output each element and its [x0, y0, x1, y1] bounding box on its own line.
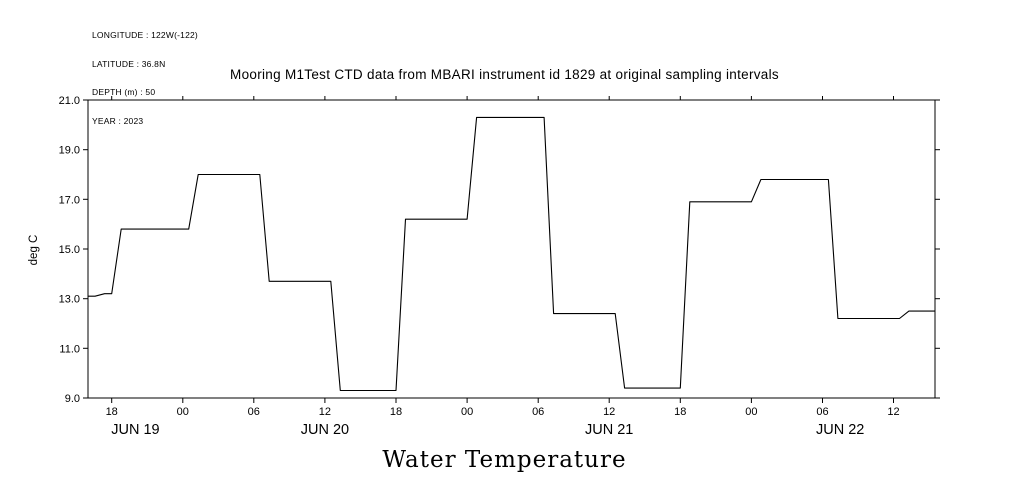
x-day-label: JUN 20 [301, 422, 349, 438]
metadata-depth: DEPTH (m) : 50 [92, 87, 156, 97]
x-tick-label: 12 [319, 406, 331, 418]
x-tick-label: 00 [177, 406, 189, 418]
y-tick-label: 19.0 [59, 145, 80, 157]
y-tick-label: 21.0 [59, 95, 80, 107]
plot-frame [87, 99, 936, 399]
x-tick-label: 06 [816, 406, 828, 418]
x-tick-label: 12 [887, 406, 899, 418]
metadata-year: YEAR : 2023 [92, 115, 144, 126]
plot-title: Mooring M1Test CTD data from MBARI instr… [230, 67, 779, 82]
y-tick-label: 13.0 [59, 294, 80, 306]
metadata-block: LONGITUDE : 122W(-122) LATITUDE : 36.8N … [92, 12, 198, 145]
x-tick-label: 18 [106, 406, 118, 418]
x-day-label: JUN 19 [111, 422, 159, 438]
x-tick-label: 06 [248, 406, 260, 418]
x-day-label: JUN 21 [585, 422, 633, 438]
x-day-label: JUN 22 [816, 422, 864, 438]
x-tick-label: 06 [532, 406, 544, 418]
metadata-latitude: LATITUDE : 36.8N [92, 58, 166, 69]
x-tick-label: 00 [461, 406, 473, 418]
chart-bottom-title: Water Temperature [382, 447, 627, 473]
temperature-series-line [88, 116, 935, 392]
metadata-longitude: LONGITUDE : 122W(-122) [92, 30, 198, 40]
x-tick-label: 18 [390, 406, 402, 418]
x-tick-label: 00 [745, 406, 757, 418]
y-tick-label: 17.0 [59, 194, 80, 206]
x-tick-label: 12 [603, 406, 615, 418]
x-tick-label: 18 [674, 406, 686, 418]
y-tick-label: 15.0 [59, 244, 80, 256]
y-tick-label: 11.0 [59, 343, 80, 355]
y-tick-label: 9.0 [65, 393, 80, 405]
